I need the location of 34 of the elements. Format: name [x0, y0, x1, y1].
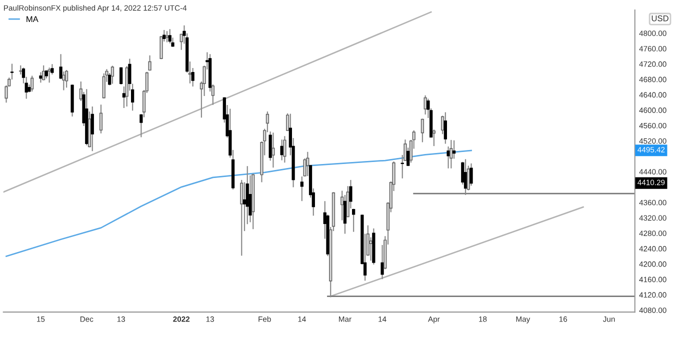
candlestick — [64, 70, 68, 88]
candlestick — [162, 30, 166, 42]
candlestick — [240, 180, 244, 256]
candlestick — [343, 194, 347, 234]
candlestick — [300, 176, 304, 202]
candlestick — [369, 237, 372, 261]
candlestick — [420, 118, 424, 142]
candlestick — [30, 76, 34, 92]
candlestick — [242, 182, 246, 232]
candlestick — [10, 64, 14, 80]
candlestick — [148, 55, 152, 71]
line-series — [6, 150, 472, 257]
candlestick — [99, 104, 103, 134]
candlestick — [352, 208, 356, 232]
candlestick — [432, 130, 436, 146]
candlestick — [188, 61, 192, 84]
candlestick — [464, 159, 468, 195]
candlestick — [444, 112, 447, 144]
candlestick — [450, 140, 453, 168]
candlestick — [102, 73, 106, 98]
candlestick — [400, 154, 404, 178]
candlestick — [42, 65, 46, 80]
legend-label: MA — [26, 16, 38, 22]
candlestick — [110, 66, 114, 84]
candlestick — [90, 106, 94, 152]
candlestick — [452, 140, 456, 159]
candlestick — [306, 152, 310, 176]
candlestick — [283, 136, 286, 163]
candlestick — [120, 67, 123, 85]
text: USD — [652, 15, 668, 22]
candlestick — [272, 132, 275, 168]
candlestick — [168, 29, 172, 44]
candlestick — [165, 31, 169, 42]
candlestick — [349, 180, 352, 208]
